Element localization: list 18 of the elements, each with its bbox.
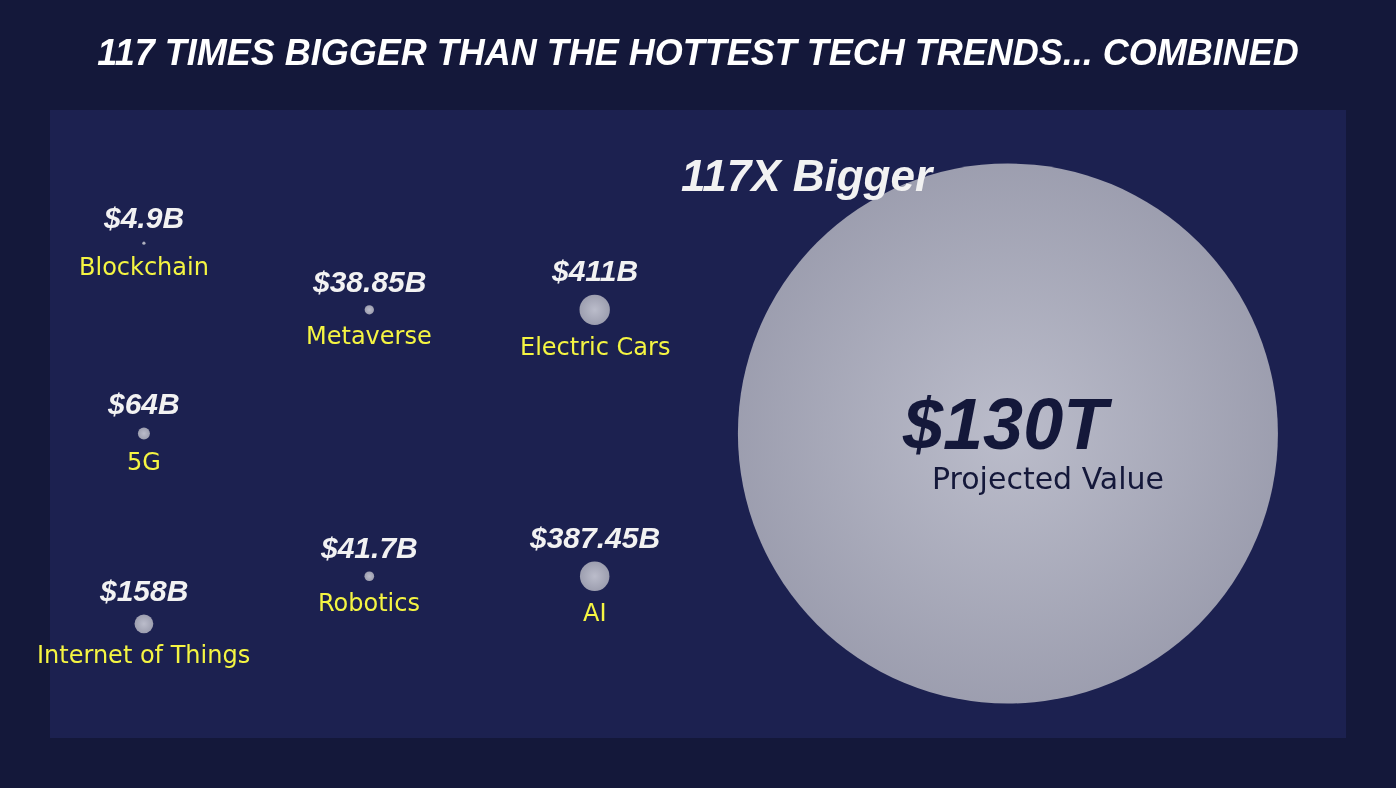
data-label: $158B xyxy=(99,574,189,607)
data-label: $130T xyxy=(902,384,1114,464)
text: 117X Bigger xyxy=(681,151,935,200)
category-label: Robotics xyxy=(318,589,420,617)
data-label: $387.45B xyxy=(529,521,661,554)
text: 117 TIMES BIGGER THAN THE HOTTEST TECH TRENDS... COMBINED xyxy=(97,31,1299,73)
category-label: Projected Value xyxy=(932,461,1165,496)
category-label: AI xyxy=(583,599,607,627)
category-label: Electric Cars xyxy=(520,333,671,361)
category-label: Metaverse xyxy=(306,322,432,350)
data-label: $41.7B xyxy=(320,531,418,564)
category-label: Blockchain xyxy=(79,253,209,281)
data-label: $64B xyxy=(107,387,180,420)
category-label: 5G xyxy=(127,448,161,476)
data-label: $38.85B xyxy=(312,265,427,298)
data-label: $4.9B xyxy=(103,201,185,234)
category-label: Internet of Things xyxy=(37,641,251,669)
data-label: $411B xyxy=(551,254,639,287)
